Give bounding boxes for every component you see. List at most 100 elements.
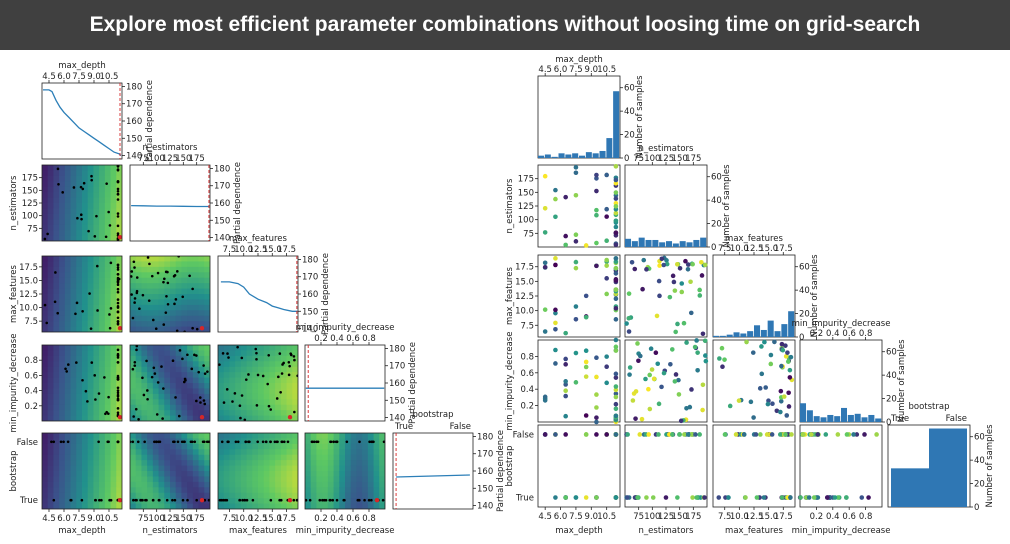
sample-dot bbox=[785, 359, 791, 364]
panel-frame bbox=[799, 424, 883, 508]
sample-dot bbox=[657, 263, 662, 268]
sample-dot bbox=[292, 355, 296, 358]
y-tick-label: 150 bbox=[126, 134, 142, 144]
x-tick-label: 75 bbox=[633, 512, 644, 522]
x-tick-label: 0.4 bbox=[330, 514, 344, 524]
x-tick-label: 0.4 bbox=[826, 329, 840, 339]
sample-dot bbox=[633, 416, 638, 421]
x-axis-label: n_estimators bbox=[639, 526, 695, 536]
sample-dot bbox=[222, 498, 225, 502]
sample-dot bbox=[147, 299, 151, 302]
sample-dot bbox=[227, 440, 230, 444]
sample-dot bbox=[52, 498, 56, 502]
sample-dot bbox=[239, 416, 242, 420]
x-axis-label: max_features bbox=[229, 526, 287, 536]
y-tick-label: 180 bbox=[389, 344, 405, 354]
sample-dot bbox=[604, 354, 609, 359]
y-tick-label: 20 bbox=[974, 480, 985, 490]
sample-dot bbox=[100, 498, 103, 502]
x-tick-label: 75 bbox=[138, 154, 149, 164]
y-tick-label: 20 bbox=[886, 395, 897, 405]
x-tick-label: 7.5 bbox=[72, 514, 86, 524]
y-tick-label: 17.5 bbox=[515, 263, 534, 273]
y-tick-label: 0.8 bbox=[520, 352, 534, 362]
histogram-bar bbox=[565, 154, 572, 158]
y-axis-label: Number of samples bbox=[635, 75, 645, 159]
x-tick-label: 6.0 bbox=[57, 514, 71, 524]
sample-dot bbox=[370, 498, 373, 502]
sample-dot bbox=[161, 417, 164, 420]
panel-frame bbox=[712, 254, 796, 338]
sample-dot bbox=[542, 307, 548, 312]
sample-dot bbox=[692, 344, 698, 350]
contour-panel-min_impurity_decrease-vs-max_features bbox=[217, 344, 299, 422]
sample-dot bbox=[108, 224, 112, 227]
sample-dot bbox=[135, 345, 139, 348]
sample-dot bbox=[646, 432, 651, 437]
y-tick-label: 180 bbox=[126, 82, 142, 92]
sample-dot bbox=[116, 224, 120, 228]
x-tick-label: 9.0 bbox=[87, 514, 101, 524]
x-axis-label: min_impurity_decrease bbox=[792, 526, 891, 536]
panel-frame bbox=[217, 255, 299, 333]
sample-dot bbox=[759, 344, 764, 349]
sample-dot bbox=[59, 440, 63, 444]
sample-dot bbox=[583, 374, 589, 379]
sample-dot bbox=[613, 277, 619, 282]
x-tick-label: 75 bbox=[633, 154, 644, 164]
sample-dot bbox=[193, 353, 196, 357]
x-tick-label: 175 bbox=[685, 154, 701, 164]
sample-dot bbox=[116, 378, 120, 381]
sample-dot bbox=[693, 432, 698, 437]
y-tick-label: 140 bbox=[389, 414, 405, 424]
y-axis-label: Partial dependence bbox=[145, 80, 155, 162]
sample-dot bbox=[135, 348, 138, 352]
y-axis-label: bootstrap bbox=[9, 451, 19, 492]
sample-dot bbox=[798, 495, 803, 500]
x-axis-label: n_estimators bbox=[143, 526, 199, 536]
y-tick-label: 0 bbox=[624, 154, 629, 164]
sample-dot bbox=[573, 304, 579, 309]
sample-dot bbox=[722, 357, 727, 362]
histogram-bar bbox=[666, 241, 673, 247]
sample-dot bbox=[137, 417, 140, 421]
x-tick-label: 75 bbox=[138, 514, 149, 524]
sample-dot bbox=[117, 277, 121, 281]
sample-dot bbox=[553, 495, 558, 500]
x-axis-label: n_estimators bbox=[143, 143, 199, 153]
sample-dot bbox=[690, 261, 695, 267]
sample-dot bbox=[553, 347, 558, 353]
sample-dot bbox=[278, 352, 282, 355]
sample-dot bbox=[148, 262, 151, 266]
sample-dot bbox=[613, 203, 619, 209]
histogram-bar bbox=[592, 153, 599, 158]
sample-dot bbox=[52, 440, 56, 444]
sample-dot bbox=[823, 432, 829, 437]
sample-dot bbox=[778, 398, 784, 404]
x-tick-label: 4.5 bbox=[42, 514, 56, 524]
sample-dot bbox=[104, 412, 107, 416]
sample-dot bbox=[207, 498, 210, 502]
sample-dot bbox=[613, 287, 619, 292]
sample-dot bbox=[46, 232, 49, 236]
panel-frame bbox=[217, 344, 299, 422]
sample-dot bbox=[381, 498, 385, 502]
sample-dot bbox=[784, 413, 790, 418]
sample-dot bbox=[661, 262, 667, 268]
sample-dot bbox=[594, 240, 599, 246]
sample-dot bbox=[97, 440, 100, 444]
sample-dot bbox=[594, 405, 599, 410]
sample-dot bbox=[553, 320, 558, 326]
sample-dot bbox=[97, 392, 101, 395]
sample-dot bbox=[281, 363, 284, 366]
y-tick-label: 175 bbox=[22, 174, 38, 184]
sample-dot bbox=[563, 388, 568, 394]
sample-dot bbox=[844, 495, 849, 500]
x-axis-label: max_depth bbox=[555, 526, 603, 536]
sample-dot bbox=[107, 440, 110, 444]
x-tick-label: 10.0 bbox=[730, 512, 749, 522]
sample-dot bbox=[671, 279, 677, 285]
sample-dot bbox=[613, 177, 619, 183]
sample-dot bbox=[116, 348, 120, 352]
